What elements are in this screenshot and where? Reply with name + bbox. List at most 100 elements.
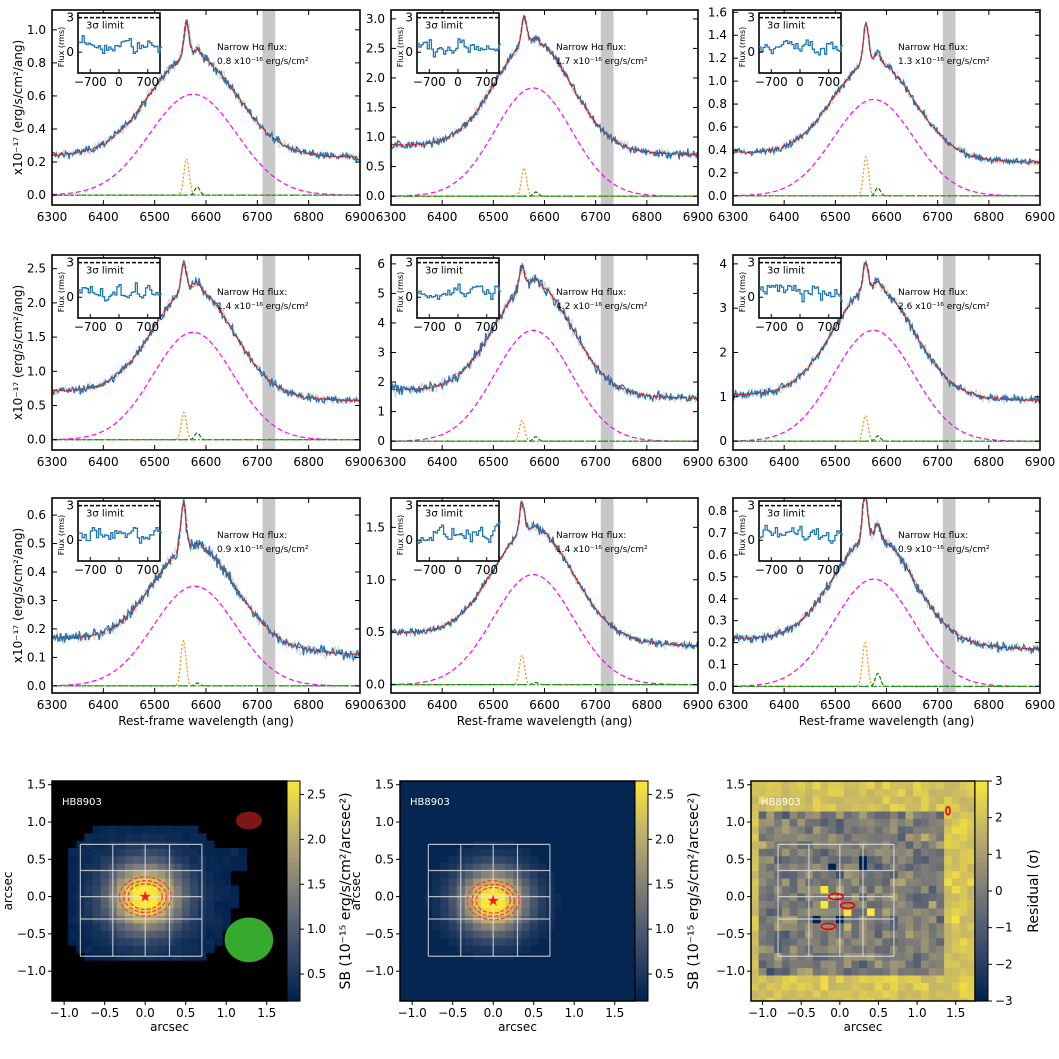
map-pixel [951,989,961,998]
map-pixel [905,945,914,954]
map-pixel [805,788,814,797]
colorbar-swatch [975,942,988,947]
map-pixel [751,803,760,812]
map-pixel [928,915,937,924]
y-tick-label: 1.5 [726,778,745,792]
inset-spectrum-line [78,282,163,302]
colorbar-swatch [635,839,648,844]
model-fit-line [52,19,360,158]
x-tick-label: 6900 [1025,698,1056,712]
y-tick-label: 2.5 [27,262,46,276]
map-pixel [766,885,775,894]
map-pixel [874,900,883,909]
map-pixel [214,877,223,886]
narrow-flux-label: Narrow Hα flux: [556,531,626,541]
map-pixel [774,989,783,998]
y-axis-label: x10⁻¹⁷ (erg/s/cm²/ang) [11,528,25,663]
spectrum-panel-7: 6300 6400 6500 6600 6700 6800 69000.00.10.20.3… [11,497,375,728]
map-pixel [951,952,961,961]
map-pixel [133,825,142,834]
inset-y-tick-label: 3 [405,256,413,270]
map-pixel [68,892,77,901]
map-pixel [959,989,968,998]
map-pixel [828,930,837,939]
y-tick-label: 0.6 [27,508,46,522]
map-pixel [928,870,937,879]
map-pixel [913,795,922,804]
map-pixel [214,900,223,909]
map-pixel [944,877,953,886]
map-pixel [959,795,968,804]
map-pixel [751,900,760,909]
map-pixel [497,863,506,872]
map-pixel [936,870,945,879]
colorbar-swatch [287,902,300,907]
map-pixel [758,915,767,924]
map-pixel [116,922,126,931]
map-pixel [920,930,930,939]
y-tick-label: 1.0 [366,130,385,144]
map-pixel [859,795,868,804]
map-pixel [882,870,891,879]
map-pixel [913,892,922,901]
map-pixel [812,997,822,1001]
x-tick-label: 6400 [769,210,800,224]
colorbar-swatch [287,817,300,822]
plot-body [733,10,1040,205]
map-pixel [116,877,126,886]
map-pixel [843,795,852,804]
y-tick-label: 1.5 [366,101,385,115]
map-pixel [959,945,968,954]
map-pixel [92,885,102,894]
map-pixel [928,907,937,916]
colorbar-swatch [975,799,988,804]
map-pixel [766,907,775,916]
map-pixel [92,870,102,879]
map-pixel [448,855,458,864]
colorbar-swatch [287,828,300,833]
map-pixel [959,967,968,976]
map-pixel [812,945,822,954]
map-pixel [529,900,539,909]
map-pixel [124,945,134,954]
map-pixel [820,818,829,827]
y-tick-label: 1.0 [366,573,385,587]
map-pixel [797,855,806,864]
y-tick-label: 0.0 [27,433,46,447]
narrow-flux-value: 1.3 x10⁻¹⁶ erg/s/cm² [898,57,990,67]
model-fit-line [733,262,1040,401]
map-pixel [874,945,883,954]
model-fit-line [733,498,1040,650]
x-tick-label: 6700 [242,455,273,469]
map-pixel [951,810,961,819]
map-pixel [820,810,829,819]
colorbar-swatch [287,832,300,837]
map-pixel [189,937,199,946]
colorbar-swatch [635,814,648,819]
map-pixel [781,870,791,879]
map-pixel [936,974,945,983]
colorbar-swatch [635,865,648,870]
colorbar-swatch [287,883,300,888]
map-pixel [905,795,914,804]
map-pixel [766,960,775,969]
x-tick-label: 6600 [529,210,560,224]
map-pixel [905,803,914,812]
map-pixel [805,803,814,812]
masked-region [942,255,956,450]
map-pixel [936,892,945,901]
map-pixel [944,795,953,804]
center-star-marker: ★ [138,888,151,906]
map-pixel [874,885,883,894]
x-axis-label: Rest-frame wavelength (ang) [799,714,975,728]
x-tick-label: 6700 [242,698,273,712]
inset-x-tick-label: 700 [817,320,840,334]
map-pixel [951,930,961,939]
map-pixel [181,907,191,916]
colorbar-swatch [287,986,300,991]
y-tick-label: 0.4 [27,122,46,136]
x-tick-label: 6900 [1025,210,1056,224]
broad-component-line [52,93,360,196]
map-pixel [805,997,814,1001]
map-pixel [505,877,514,886]
